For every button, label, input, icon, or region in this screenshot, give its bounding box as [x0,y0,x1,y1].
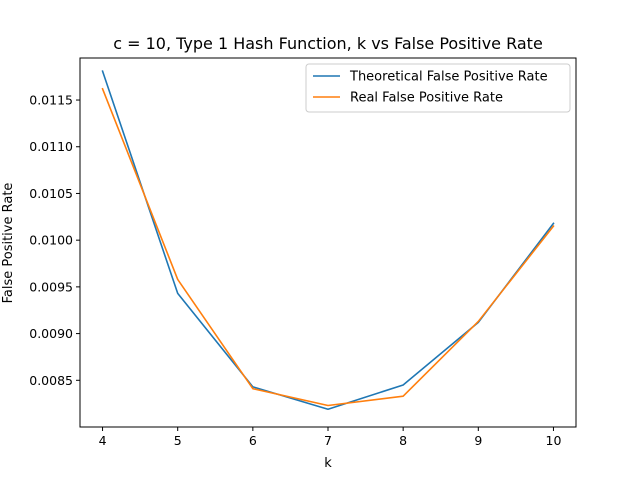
x-tick-label: 7 [324,433,332,448]
series-lines [101,70,555,411]
x-tick-label: 5 [174,433,182,448]
legend: Theoretical False Positive Rate Real Fals… [305,63,571,113]
y-tick-label: 0.0085 [29,373,73,388]
y-tick-label: 0.0115 [29,93,73,108]
y-tick-label: 0.0100 [29,233,73,248]
x-axis-ticks: 4 5 6 7 8 9 10 [99,427,562,448]
y-tick-label: 0.0110 [29,139,73,154]
x-tick-label: 10 [546,433,562,448]
x-axis-label: k [324,456,332,471]
x-tick-label: 6 [249,433,257,448]
series-line-real [101,87,555,407]
x-tick-label: 4 [99,433,107,448]
y-tick-label: 0.0095 [29,279,73,294]
y-tick-label: 0.0090 [29,326,73,341]
x-tick-label: 8 [399,433,407,448]
y-axis-label: False Positive Rate [1,183,16,304]
plot-frame [79,57,577,428]
legend-label: Real False Positive Rate [350,91,503,106]
legend-label: Theoretical False Positive Rate [349,70,548,85]
y-tick-label: 0.0105 [29,186,73,201]
x-tick-label: 9 [474,433,482,448]
legend-box [305,63,571,113]
chart-title: c = 10, Type 1 Hash Function, k vs False… [113,34,543,53]
y-axis-ticks: 0.0085 0.0090 0.0095 0.0100 0.0105 0.0110 0.01… [29,93,80,388]
